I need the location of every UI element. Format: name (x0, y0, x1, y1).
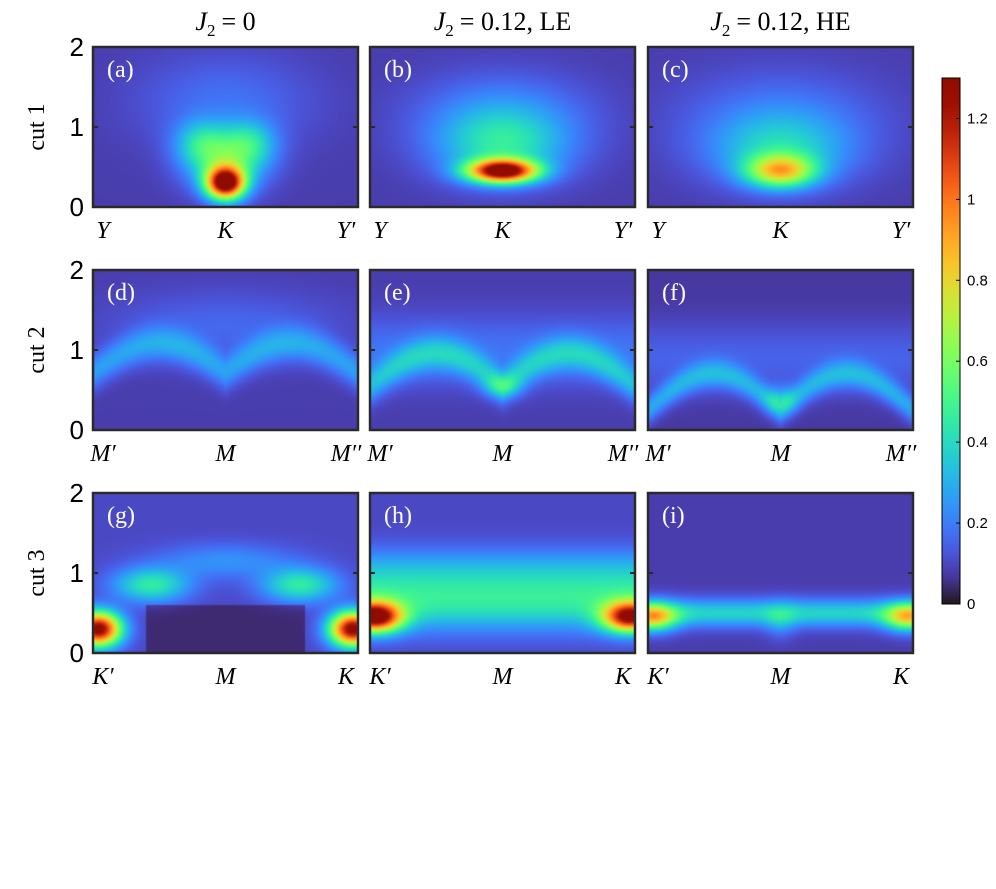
x-tick-label: Y′ (892, 218, 911, 244)
panel-label: (i) (662, 503, 685, 529)
y-tick-label: 0 (70, 638, 84, 668)
x-tick-label: M (215, 664, 238, 690)
colorbar-tick-label: 0.2 (967, 515, 988, 532)
x-tick-label: K (771, 218, 790, 244)
y-tick-label: 2 (70, 32, 84, 62)
y-tick-label: 1 (70, 112, 84, 142)
x-tick-label: K′ (368, 664, 391, 690)
colorbar-tick-label: 1.2 (967, 110, 988, 127)
y-tick-label: 0 (70, 415, 84, 445)
heatmap-image (93, 493, 358, 653)
x-tick-label: Y (651, 218, 667, 244)
panel-label: (d) (107, 280, 135, 306)
heatmap-panel-d: (d) (91, 268, 360, 432)
heatmap-panel-c: (c) (646, 45, 915, 209)
x-tick-label: K (216, 218, 235, 244)
x-tick-label: M (492, 441, 515, 467)
x-tick-label: K′ (646, 664, 669, 690)
x-tick-label: K (614, 664, 633, 690)
colorbar-tick-label: 0.8 (967, 272, 988, 289)
heatmap-panel-h: (h) (368, 491, 637, 655)
heatmap-image (648, 493, 913, 653)
x-tick-label: M′ (89, 441, 116, 467)
x-tick-label: Y′ (337, 218, 356, 244)
y-tick-label: 2 (70, 478, 84, 508)
heatmap-image (370, 493, 635, 653)
panel-label: (b) (384, 57, 412, 83)
heatmap-image (648, 47, 913, 207)
heatmap-image (93, 270, 358, 430)
colorbar-tick-label: 0 (967, 596, 975, 613)
y-tick-label: 0 (70, 192, 84, 222)
x-tick-label: M′′ (607, 441, 639, 467)
heatmap-panel-g: (g) (91, 491, 360, 655)
x-tick-label: Y (96, 218, 112, 244)
x-tick-label: Y (373, 218, 389, 244)
x-tick-label: M′′ (885, 441, 917, 467)
row-label-2: cut 2 (24, 326, 50, 373)
heatmap-panel-b: (b) (368, 45, 637, 209)
panel-label: (a) (107, 57, 134, 83)
column-title-1: J2 = 0 (195, 7, 255, 40)
heatmap-panel-a: (a) (91, 45, 360, 209)
x-tick-label: M′′ (330, 441, 362, 467)
x-tick-label: K (493, 218, 512, 244)
panel-label: (e) (384, 280, 411, 306)
heatmap-image (370, 47, 635, 207)
x-tick-label: Y′ (614, 218, 633, 244)
heatmap-image (93, 47, 358, 207)
heatmap-panel-f: (f) (646, 268, 915, 432)
x-tick-label: K (892, 664, 911, 690)
row-label-1: cut 1 (24, 103, 50, 150)
colorbar-tick-label: 1 (967, 191, 975, 208)
panel-label: (h) (384, 503, 412, 529)
x-tick-label: M (492, 664, 515, 690)
panel-label: (c) (662, 57, 689, 83)
x-tick-label: M (770, 441, 793, 467)
y-tick-label: 2 (70, 255, 84, 285)
colorbar-tick-label: 0.4 (967, 434, 988, 451)
x-tick-label: K (337, 664, 356, 690)
heatmap-image (370, 270, 635, 430)
x-tick-label: M′ (644, 441, 671, 467)
colorbar (941, 77, 961, 605)
panel-label: (g) (107, 503, 135, 529)
heatmap-image (648, 270, 913, 430)
x-tick-label: M (215, 441, 238, 467)
row-label-3: cut 3 (24, 549, 50, 596)
x-tick-label: K′ (91, 664, 114, 690)
x-tick-label: M′ (366, 441, 393, 467)
column-title-3: J2 = 0.12, HE (710, 7, 850, 40)
y-tick-label: 1 (70, 558, 84, 588)
panel-label: (f) (662, 280, 686, 306)
x-tick-label: M (770, 664, 793, 690)
heatmap-panel-e: (e) (368, 268, 637, 432)
colorbar-tick-label: 0.6 (967, 353, 988, 370)
y-tick-label: 1 (70, 335, 84, 365)
column-title-2: J2 = 0.12, LE (434, 7, 571, 40)
heatmap-panel-i: (i) (646, 491, 915, 655)
